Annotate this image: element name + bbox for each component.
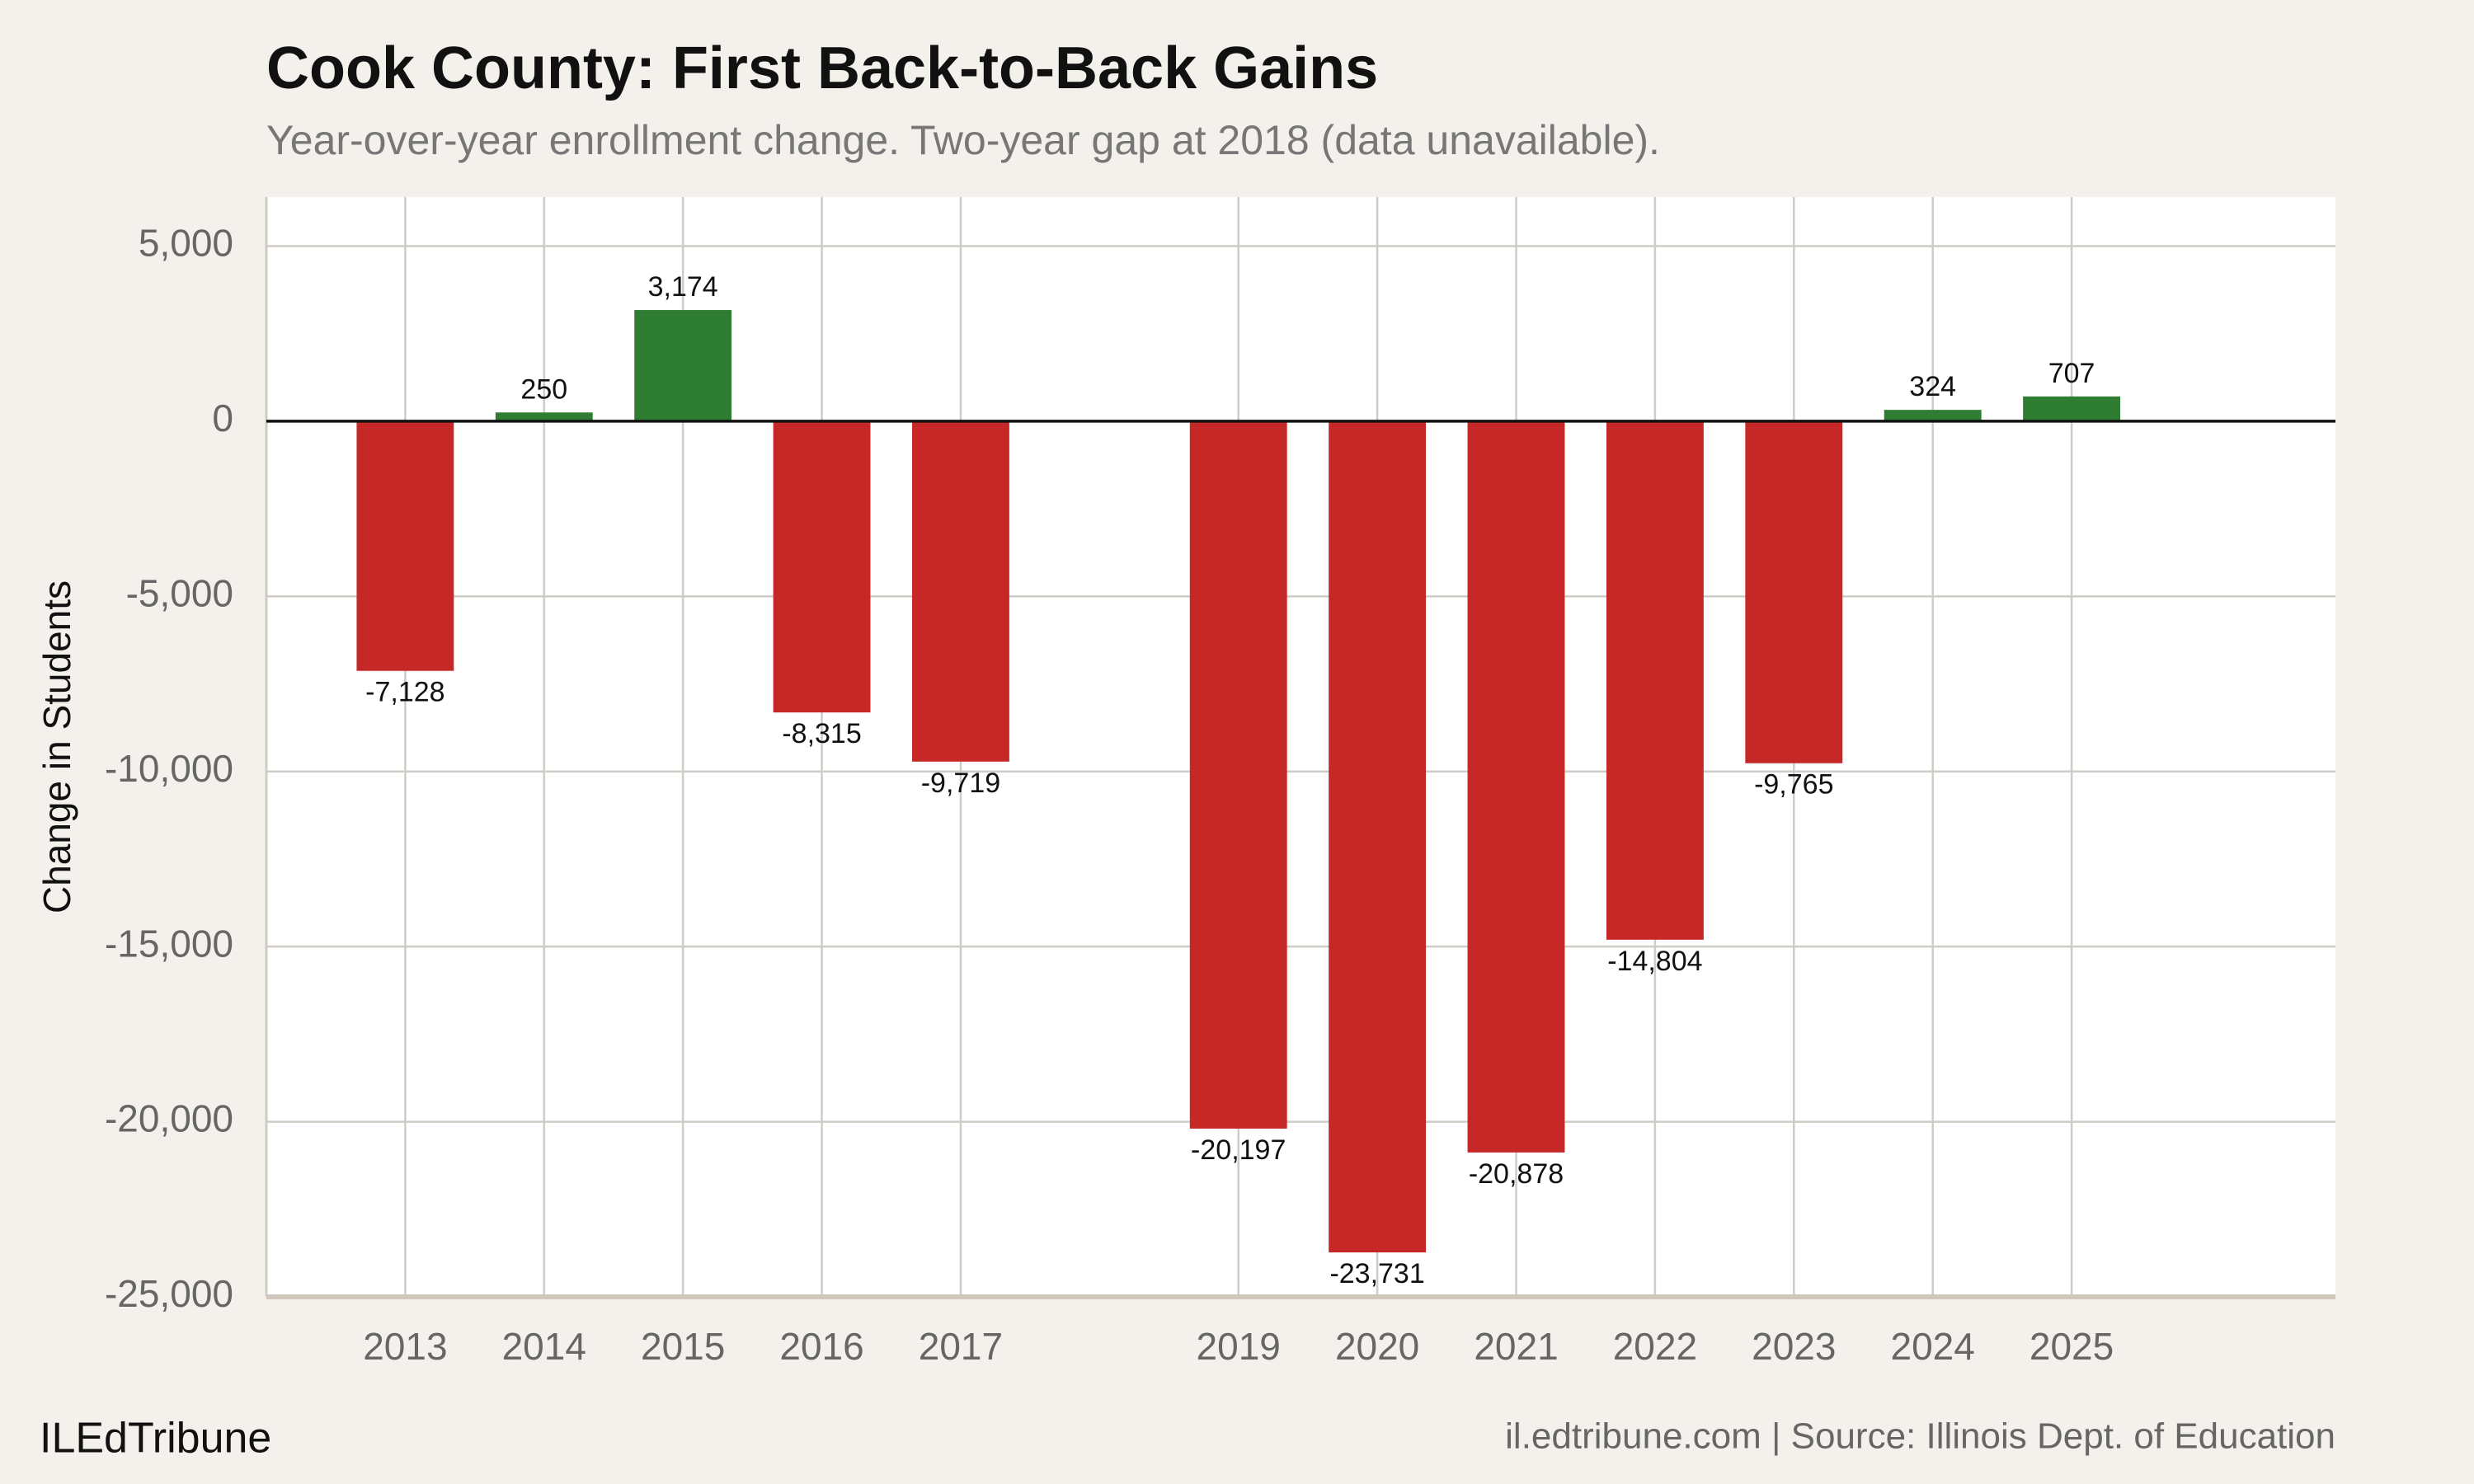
x-tick-label: 2015 <box>641 1325 725 1368</box>
chart-subtitle: Year-over-year enrollment change. Two-ye… <box>266 117 1660 163</box>
x-tick-label: 2024 <box>1890 1325 1974 1368</box>
y-tick-label: 0 <box>212 397 233 439</box>
value-label: 3,174 <box>648 271 718 303</box>
bar <box>1606 420 1704 940</box>
y-tick-label: -10,000 <box>105 747 233 790</box>
footer-source: il.edtribune.com | Source: Illinois Dept… <box>1505 1416 2335 1457</box>
y-tick-label: -5,000 <box>126 571 233 614</box>
x-tick-label: 2023 <box>1752 1325 1836 1368</box>
y-tick-label: 5,000 <box>139 222 233 265</box>
bar <box>1467 420 1565 1153</box>
bar <box>495 412 593 421</box>
value-label: -9,719 <box>921 768 1000 799</box>
value-label: -14,804 <box>1607 946 1702 977</box>
y-tick-label: -20,000 <box>105 1097 233 1140</box>
x-tick-label: 2017 <box>919 1325 1003 1368</box>
bar <box>1884 410 1982 421</box>
value-label: -8,315 <box>782 718 861 749</box>
value-label: -20,878 <box>1469 1158 1564 1190</box>
bar <box>773 420 871 713</box>
x-tick-label: 2020 <box>1335 1325 1419 1368</box>
bar <box>1745 420 1843 763</box>
y-tick-label: -15,000 <box>105 922 233 965</box>
x-tick-label: 2016 <box>779 1325 863 1368</box>
bar <box>1329 420 1427 1253</box>
x-tick-label: 2019 <box>1197 1325 1281 1368</box>
x-tick-label: 2014 <box>502 1325 586 1368</box>
bar <box>2023 396 2120 421</box>
value-label: 707 <box>2048 358 2095 389</box>
value-label: -7,128 <box>365 677 444 708</box>
x-tick-label: 2022 <box>1613 1325 1697 1368</box>
x-tick-label: 2021 <box>1474 1325 1558 1368</box>
bar <box>1189 420 1287 1129</box>
value-label: 324 <box>1909 371 1956 402</box>
value-label: 250 <box>520 373 567 405</box>
y-axis-label: Change in Students <box>35 580 78 913</box>
x-tick-label: 2025 <box>2030 1325 2114 1368</box>
value-label: -9,765 <box>1754 769 1833 801</box>
x-tick-label: 2013 <box>363 1325 447 1368</box>
value-label: -23,731 <box>1329 1258 1424 1289</box>
bar <box>634 310 732 421</box>
footer-brand: ILEdTribune <box>40 1415 271 1463</box>
value-label: -20,197 <box>1191 1134 1286 1166</box>
bar <box>912 420 1009 762</box>
plot-area <box>266 197 2335 1297</box>
chart-title: Cook County: First Back-to-Back Gains <box>266 35 1378 101</box>
y-tick-label: -25,000 <box>105 1272 233 1315</box>
bar <box>356 420 454 671</box>
